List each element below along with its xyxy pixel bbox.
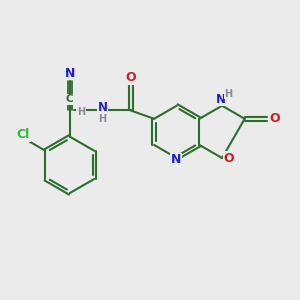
- Text: H: H: [98, 114, 106, 124]
- Text: N: N: [98, 101, 107, 114]
- Text: C: C: [66, 94, 74, 104]
- Text: O: O: [224, 152, 235, 165]
- Text: N: N: [216, 93, 226, 106]
- Text: O: O: [269, 112, 280, 125]
- Text: H: H: [77, 107, 85, 117]
- Text: N: N: [64, 67, 75, 80]
- Text: O: O: [125, 71, 136, 84]
- Text: H: H: [224, 89, 233, 99]
- Text: N: N: [171, 153, 181, 166]
- Text: Cl: Cl: [17, 128, 30, 141]
